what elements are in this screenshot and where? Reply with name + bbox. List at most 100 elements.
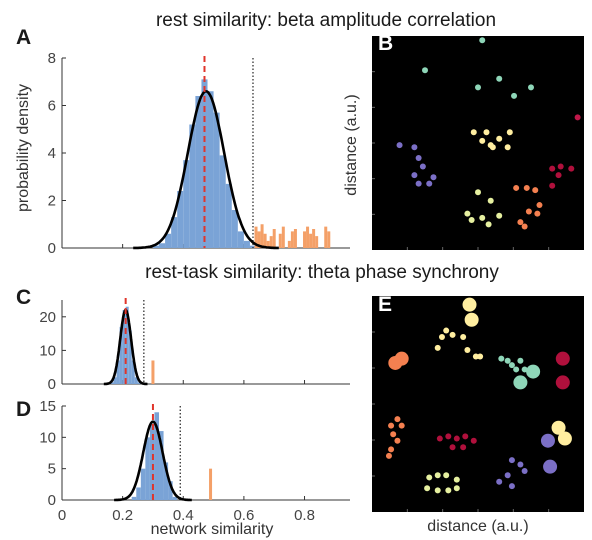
C-null-bar (131, 360, 135, 384)
B-node (568, 165, 575, 172)
A-null-bar (189, 124, 196, 248)
panel-label-D: D (16, 398, 31, 421)
A-ytick-label: 8 (48, 50, 56, 67)
E-node (388, 446, 395, 453)
E-node (445, 487, 452, 494)
E-node (424, 485, 431, 492)
B-node (415, 180, 422, 187)
D-ytick-label: 5 (48, 461, 56, 478)
E-node (438, 334, 445, 341)
E-node (445, 433, 452, 440)
A-observed-bar (303, 231, 307, 248)
E-node (443, 472, 450, 479)
E-node (470, 437, 477, 444)
D-null-bar (172, 496, 178, 500)
D-null-bar (145, 437, 150, 500)
B-node (517, 219, 524, 226)
C-ytick-label: 0 (48, 376, 56, 393)
E-node (443, 327, 450, 334)
B-node (532, 187, 539, 194)
A-observed-bar (269, 236, 273, 248)
B-node (574, 114, 581, 121)
A-null-bar (225, 183, 232, 248)
A-null-bar (152, 245, 160, 248)
title-rest: rest similarity: beta amplitude correlat… (156, 10, 496, 31)
D-null-bar (140, 468, 146, 500)
D-xtick-label: 0 (58, 507, 66, 524)
D-observed-bar (209, 468, 213, 500)
B-node (475, 189, 481, 196)
C-null-bar (125, 306, 129, 384)
A-ylabel: probability density (15, 84, 32, 212)
B-node (549, 182, 556, 189)
B-node (470, 129, 477, 136)
B-node (479, 37, 486, 44)
E-node (388, 355, 403, 370)
C-ytick-label: 20 (39, 309, 56, 326)
E-node (449, 444, 456, 451)
B-node (468, 217, 475, 224)
E-node (504, 472, 511, 479)
A-observed-bar (327, 231, 331, 248)
E-node (543, 459, 558, 474)
E-node (434, 472, 441, 479)
panel-label-E: E (378, 293, 392, 316)
D-xtick-label: 0.4 (173, 507, 194, 524)
E-node (508, 483, 515, 490)
A-null-bar (177, 191, 184, 248)
D-xtick-label: 0.8 (294, 507, 315, 524)
A-ytick-label: 4 (48, 145, 56, 162)
D-null-bar (168, 481, 173, 500)
E-node (434, 344, 441, 351)
A-null-bar (183, 160, 190, 248)
title-rest-task: rest-task similarity: theta phase synchr… (145, 262, 499, 283)
A-observed-bar (272, 229, 276, 248)
D-xtick-label: 0.6 (233, 507, 254, 524)
D-density-curve (114, 420, 192, 502)
C-null-bar (113, 377, 117, 384)
E-node (498, 355, 505, 362)
E-node (398, 422, 405, 429)
B-node (557, 163, 564, 170)
E-node (434, 487, 441, 494)
A-observed-bar (312, 229, 316, 248)
B-node (555, 172, 562, 179)
D-xtick-label: 0.2 (112, 507, 133, 524)
B-node (415, 154, 422, 161)
D-ytick-label: 15 (39, 398, 56, 415)
A-null-bar (171, 217, 178, 248)
E-node (555, 351, 570, 366)
A-observed-bar (287, 240, 291, 248)
E-node (390, 431, 397, 438)
B-node (411, 144, 418, 151)
A-observed-bar (290, 231, 294, 248)
B-node (396, 142, 403, 149)
B-node (536, 202, 543, 209)
E-node (517, 357, 524, 364)
panel-label-A: A (16, 26, 31, 49)
B-node (496, 135, 503, 142)
B-node (487, 197, 494, 204)
A-null-bar (219, 155, 226, 248)
E-node (426, 474, 433, 481)
C-ytick-label: 10 (39, 342, 56, 359)
A-ytick-label: 6 (48, 98, 56, 115)
A-observed-bar (306, 226, 310, 248)
B-node (430, 174, 437, 181)
A-null-bar (195, 96, 202, 248)
D-null-bar (131, 496, 137, 500)
A-null-bar (213, 112, 220, 248)
B-node (496, 212, 503, 219)
E-node (453, 476, 460, 483)
E-node (462, 297, 477, 312)
E-node (526, 364, 541, 379)
panel-A-histogram: 0 2 4 6 8 (48, 50, 350, 257)
E-node (453, 485, 460, 492)
A-null-bar (201, 79, 208, 248)
B-node (426, 180, 433, 187)
E-node (557, 431, 572, 446)
A-null-bar (249, 245, 257, 248)
B-node (489, 144, 496, 151)
B-node (411, 172, 418, 179)
